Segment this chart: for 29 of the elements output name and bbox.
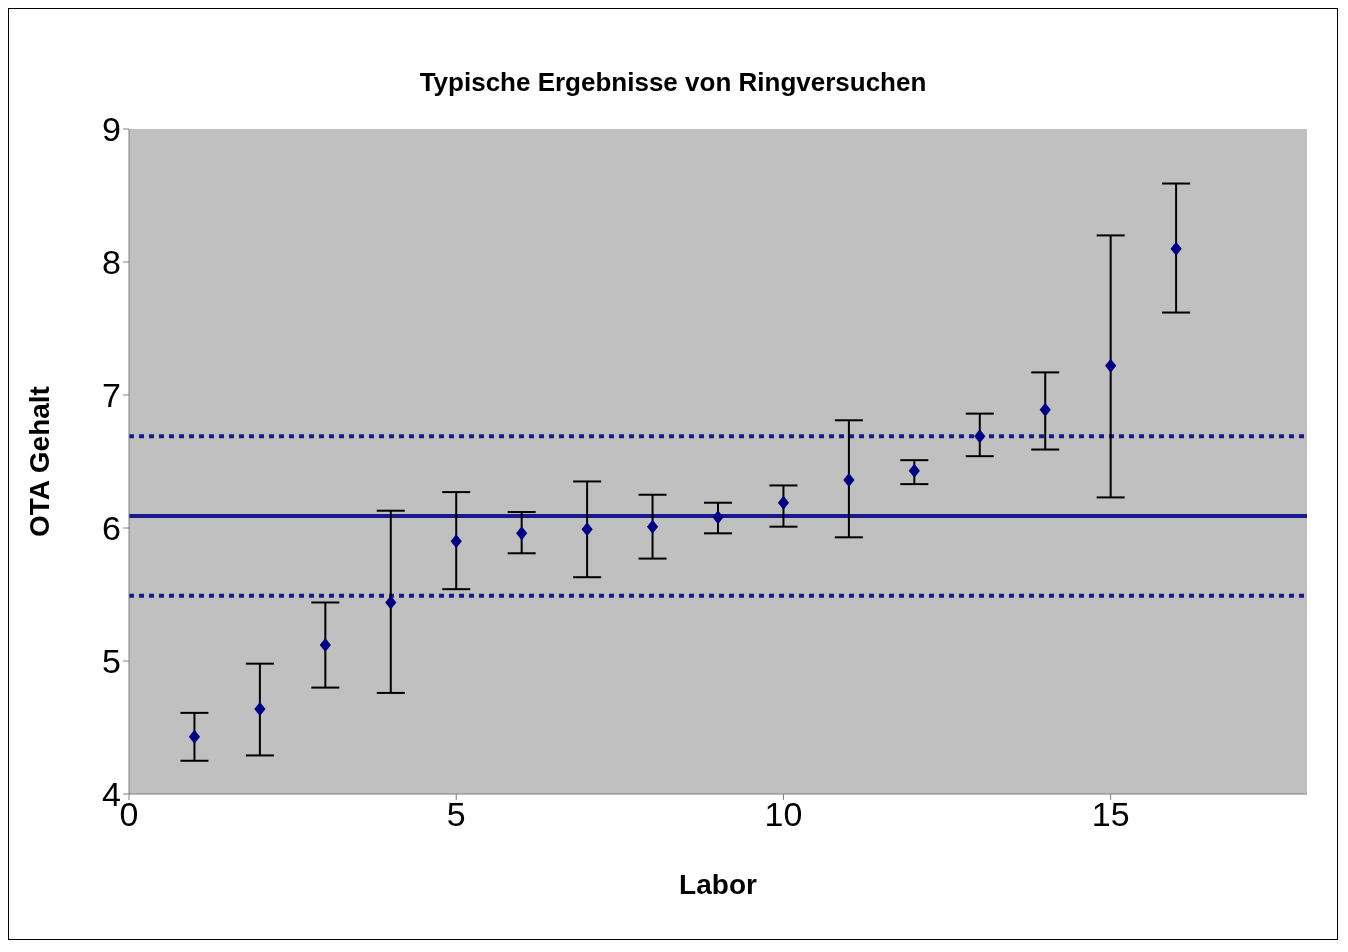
y-tick-label: 5 bbox=[102, 642, 121, 681]
point bbox=[1170, 241, 1182, 256]
x-axis-title: Labor bbox=[679, 869, 757, 900]
point bbox=[450, 534, 462, 549]
y-tick-label: 9 bbox=[102, 110, 121, 149]
y-tick-label: 7 bbox=[102, 376, 121, 415]
chart-title: Typische Ergebnisse von Ringversuchen bbox=[418, 67, 928, 98]
point bbox=[319, 638, 331, 653]
point bbox=[254, 701, 266, 716]
y-tick-label: 6 bbox=[102, 509, 121, 548]
point bbox=[777, 495, 790, 510]
point bbox=[1039, 402, 1051, 417]
point bbox=[581, 522, 593, 537]
x-tick-label: 15 bbox=[1091, 795, 1130, 834]
point bbox=[843, 473, 855, 488]
point bbox=[385, 595, 397, 610]
y-tick-label: 8 bbox=[102, 243, 121, 282]
x-tick-label: 0 bbox=[119, 795, 139, 834]
point bbox=[516, 526, 528, 541]
point bbox=[188, 729, 201, 744]
x-tick-label: 5 bbox=[446, 795, 466, 834]
point bbox=[1105, 358, 1117, 373]
point bbox=[974, 429, 986, 444]
x-tick-label: 10 bbox=[764, 795, 803, 834]
y-axis-title: OTA Gehalt bbox=[23, 386, 55, 537]
point bbox=[712, 510, 724, 525]
point bbox=[908, 463, 920, 478]
point bbox=[646, 519, 659, 534]
y-tick-label: 4 bbox=[102, 775, 121, 814]
